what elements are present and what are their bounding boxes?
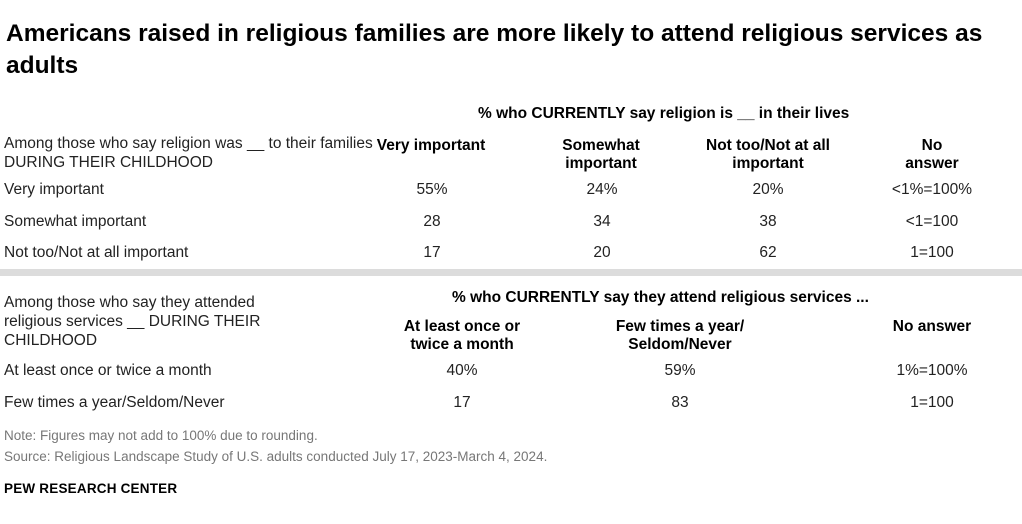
brand-logo-text: PEW RESEARCH CENTER [4, 481, 178, 496]
table1-row-label: Not too/Not at all important [4, 244, 189, 261]
table2-cell: 17 [453, 394, 471, 411]
table2-cell: 83 [671, 394, 689, 411]
table2-row-label: Few times a year/Seldom/Never [4, 394, 225, 411]
table2-cell: 40% [446, 362, 478, 379]
table1-cell: 38 [759, 213, 777, 230]
table2-header: % who CURRENTLY say they attend religiou… [452, 289, 869, 306]
table1-header: % who CURRENTLY say religion is __ in th… [478, 105, 850, 122]
table1-col-header: Somewhat important [562, 137, 640, 172]
table1-row-label: Very important [4, 181, 104, 198]
table2-stub-label: Among those who say they attended religi… [4, 294, 261, 349]
note-text: Note: Figures may not add to 100% due to… [4, 428, 318, 443]
table1-row-label: Somewhat important [4, 213, 147, 230]
source-text: Source: Religious Landscape Study of U.S… [4, 449, 548, 464]
section-divider [0, 269, 1022, 276]
table1-cell: 28 [423, 213, 441, 230]
table1-cell: 20% [752, 181, 784, 198]
table1-col-header: Not too/Not at all important [706, 137, 830, 172]
table1-cell: 1=100 [910, 244, 954, 261]
table2-cell: 1=100 [910, 394, 954, 411]
table1-cell: <1%=100% [891, 181, 973, 198]
table1-cell: 34 [593, 213, 611, 230]
table1-stub-label: Among those who say religion was __ to t… [4, 135, 373, 171]
table1-cell: <1=100 [905, 213, 959, 230]
table2-cell: 1%=100% [896, 362, 968, 379]
chart-title: Americans raised in religious families a… [6, 20, 983, 79]
table2-row-label: At least once or twice a month [4, 362, 212, 379]
table1-col-header: Very important [376, 137, 486, 154]
table2-col-header: No answer [892, 318, 972, 335]
table1-cell: 24% [586, 181, 618, 198]
table2-col-header: At least once or twice a month [403, 318, 521, 353]
table1-cell: 62 [759, 244, 777, 261]
table2-col-header: Few times a year/ Seldom/Never [615, 318, 745, 353]
table1-col-header: No answer [905, 137, 959, 172]
table1-cell: 55% [416, 181, 448, 198]
table1-cell: 20 [593, 244, 611, 261]
table2-cell: 59% [664, 362, 696, 379]
table1-cell: 17 [423, 244, 441, 261]
